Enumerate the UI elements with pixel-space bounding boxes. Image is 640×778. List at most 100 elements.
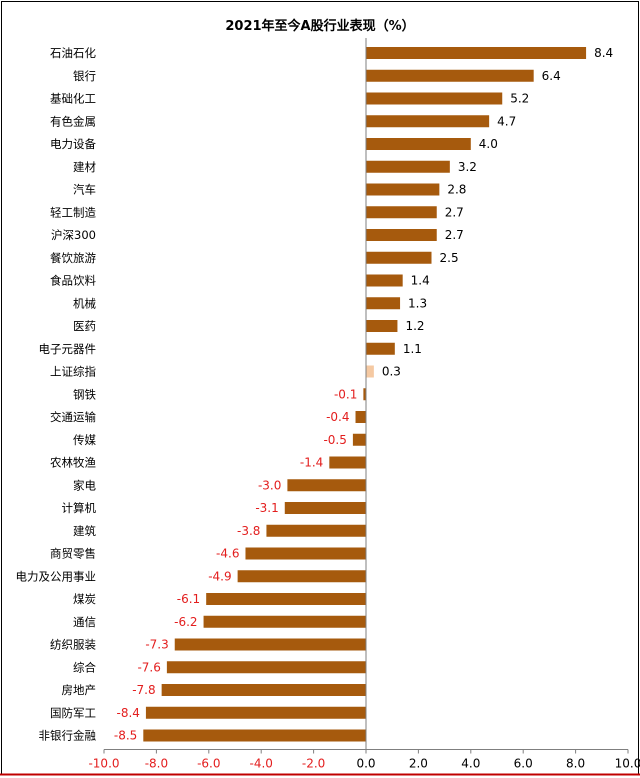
category-label: 银行 xyxy=(73,69,96,83)
x-tick-label: -4.0 xyxy=(249,757,272,771)
x-tick-label: -8.0 xyxy=(145,757,168,771)
category-label: 交通运输 xyxy=(50,410,96,424)
plot-area: 石油石化 8.4 银行 6.4 基础化工 5.2 有色金属 4.7 电力设备 4.0 建材 3.2 汽车… xyxy=(16,38,640,771)
data-label: -8.5 xyxy=(114,729,137,743)
category-label: 电子元器件 xyxy=(39,342,97,356)
data-label: -0.5 xyxy=(323,433,346,447)
bar xyxy=(284,502,366,514)
data-label: 5.2 xyxy=(510,92,529,106)
category-label: 电力及公用事业 xyxy=(16,569,97,583)
data-label: -7.3 xyxy=(145,638,168,652)
x-tick-label: -10.0 xyxy=(88,757,119,771)
x-tick-label: 2.0 xyxy=(409,757,428,771)
data-label: 0.3 xyxy=(382,365,401,379)
category-label: 综合 xyxy=(73,660,96,674)
data-label: 2.8 xyxy=(447,183,466,197)
bar xyxy=(366,365,374,378)
data-label: 4.7 xyxy=(497,114,516,128)
data-label: -4.6 xyxy=(216,547,239,561)
bar xyxy=(245,547,366,560)
bar xyxy=(352,433,366,446)
bar xyxy=(366,183,440,196)
data-label: 4.0 xyxy=(479,137,498,151)
data-label: 2.7 xyxy=(445,205,464,219)
category-label: 农林牧渔 xyxy=(50,456,96,470)
data-label: 8.4 xyxy=(594,46,613,60)
category-label: 煤炭 xyxy=(73,592,96,606)
x-tick-label: -2.0 xyxy=(302,757,325,771)
x-tick-label: -6.0 xyxy=(197,757,220,771)
category-label: 非银行金融 xyxy=(39,729,97,743)
bar xyxy=(166,661,366,674)
bar xyxy=(161,684,366,696)
x-tick-label: 0.0 xyxy=(356,757,375,771)
chart-title: 2021年至今A股行业表现（%） xyxy=(225,18,414,34)
data-label: 1.4 xyxy=(411,274,430,288)
bar xyxy=(366,297,401,310)
category-label: 餐饮旅游 xyxy=(50,251,96,265)
category-label: 传媒 xyxy=(73,433,96,447)
category-label: 轻工制造 xyxy=(50,205,96,219)
bar xyxy=(145,706,366,719)
bar xyxy=(355,411,366,423)
data-label: 2.7 xyxy=(445,228,464,242)
data-label: -1.4 xyxy=(300,456,323,470)
bar xyxy=(366,92,503,105)
category-label: 纺织服装 xyxy=(50,638,96,652)
category-label: 房地产 xyxy=(62,683,97,697)
category-label: 食品饮料 xyxy=(50,274,96,288)
category-label: 有色金属 xyxy=(50,114,96,128)
x-tick-label: 8.0 xyxy=(566,757,585,771)
category-label: 石油石化 xyxy=(50,46,96,60)
bar xyxy=(366,206,437,219)
category-label: 医药 xyxy=(73,319,96,333)
category-label: 沪深300 xyxy=(51,228,96,242)
category-label: 建筑 xyxy=(73,524,96,538)
category-label: 家电 xyxy=(73,478,96,492)
bar xyxy=(366,274,403,287)
category-label: 建材 xyxy=(73,160,96,174)
category-label: 国防军工 xyxy=(50,706,96,720)
data-label: -0.4 xyxy=(326,410,349,424)
data-label: -4.9 xyxy=(208,569,231,583)
bar xyxy=(366,69,534,82)
category-label: 通信 xyxy=(73,615,96,629)
data-label: -7.8 xyxy=(132,683,155,697)
bar xyxy=(266,524,366,537)
category-label: 基础化工 xyxy=(50,92,96,106)
data-label: 1.3 xyxy=(408,296,427,310)
bar xyxy=(287,479,366,492)
data-label: -3.8 xyxy=(237,524,260,538)
bar xyxy=(203,615,366,628)
category-label: 钢铁 xyxy=(73,387,96,401)
data-label: -7.6 xyxy=(137,660,160,674)
data-label: 1.2 xyxy=(405,319,424,333)
data-label: 6.4 xyxy=(542,69,561,83)
bar xyxy=(363,388,366,401)
data-label: -8.4 xyxy=(116,706,139,720)
category-label: 商贸零售 xyxy=(50,547,96,561)
bar xyxy=(329,456,366,469)
bar xyxy=(143,729,366,742)
category-label: 上证综指 xyxy=(50,365,96,379)
bar xyxy=(366,47,587,59)
data-label: -6.1 xyxy=(177,592,200,606)
data-label: -0.1 xyxy=(334,387,357,401)
category-label: 电力设备 xyxy=(50,137,96,151)
bar xyxy=(366,320,398,332)
data-label: -3.0 xyxy=(258,478,281,492)
bar xyxy=(237,570,366,583)
x-tick-label: 6.0 xyxy=(514,757,533,771)
data-label: -6.2 xyxy=(174,615,197,629)
bar xyxy=(366,251,432,264)
data-label: 3.2 xyxy=(458,160,477,174)
bar xyxy=(206,593,366,605)
data-label: -3.1 xyxy=(255,501,278,515)
bar xyxy=(366,160,450,173)
category-label: 机械 xyxy=(73,296,96,310)
x-tick-label: 4.0 xyxy=(461,757,480,771)
data-label: 2.5 xyxy=(440,251,459,265)
x-tick-label: 10.0 xyxy=(615,757,640,771)
